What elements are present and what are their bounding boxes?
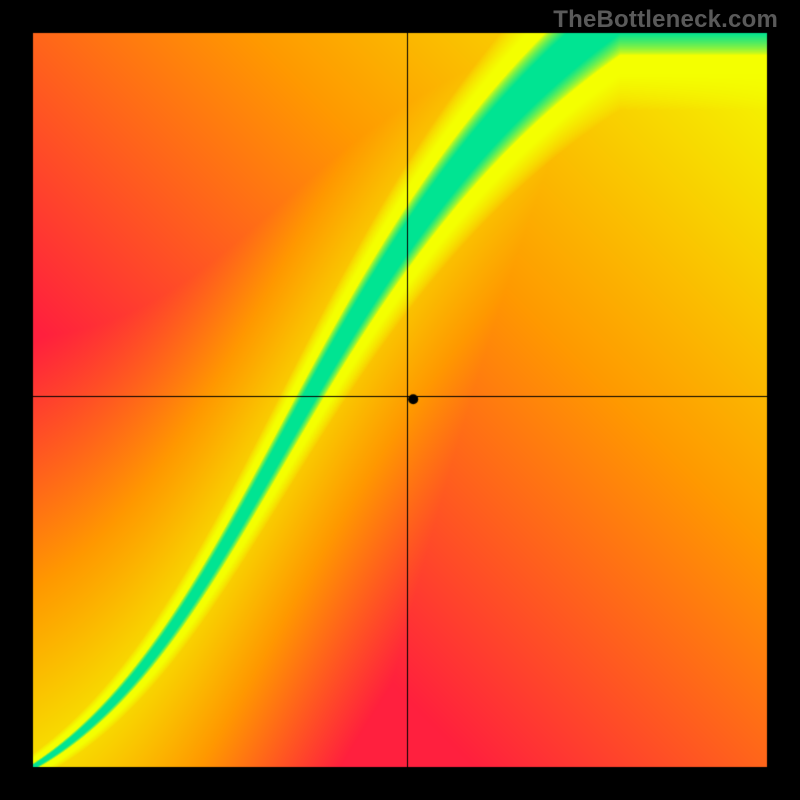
heatmap-canvas	[0, 0, 800, 800]
chart-container: TheBottleneck.com	[0, 0, 800, 800]
watermark-label: TheBottleneck.com	[553, 6, 778, 34]
